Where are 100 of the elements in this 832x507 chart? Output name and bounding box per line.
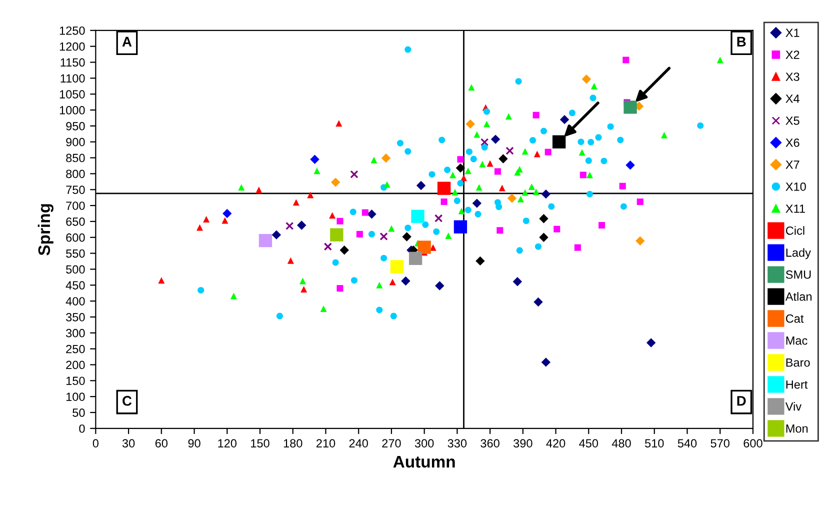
y-tick-label: 1100 <box>60 74 85 83</box>
point <box>445 232 452 240</box>
x-tick-label: 360 <box>480 439 500 448</box>
point <box>532 112 540 118</box>
point <box>496 204 502 210</box>
point <box>272 230 282 240</box>
annotation: C <box>122 396 132 406</box>
x-tick-label: 510 <box>644 439 664 448</box>
point <box>494 168 501 175</box>
point <box>350 208 356 216</box>
point <box>582 74 592 84</box>
point <box>530 137 536 144</box>
y-tick-label: 750 <box>66 186 85 194</box>
y-axis-title: Spring <box>38 204 54 256</box>
point <box>626 160 635 170</box>
point <box>507 194 517 203</box>
point <box>464 206 472 214</box>
point <box>620 203 627 210</box>
point <box>380 254 388 262</box>
x-tick-label: 600 <box>744 439 762 448</box>
legend-label: X5 <box>786 116 800 125</box>
point <box>528 183 535 190</box>
point <box>484 108 490 115</box>
point <box>516 247 523 254</box>
point <box>578 149 586 156</box>
y-tick-label: 550 <box>66 249 85 258</box>
point <box>590 94 596 102</box>
point <box>515 78 522 85</box>
point <box>390 260 404 274</box>
point <box>472 198 482 208</box>
legend-label: X6 <box>786 138 800 147</box>
point <box>588 138 594 146</box>
point <box>299 278 306 284</box>
point <box>276 312 283 320</box>
point <box>716 56 724 64</box>
point <box>554 226 560 232</box>
y-tick-label: 300 <box>66 328 85 338</box>
y-tick-label: 400 <box>66 297 85 306</box>
point <box>484 120 490 128</box>
point <box>476 184 482 191</box>
point <box>324 242 332 251</box>
x-tick-label: 120 <box>218 439 237 448</box>
point <box>381 153 391 163</box>
point <box>320 305 327 312</box>
legend-label: Mon <box>786 424 808 433</box>
point <box>444 166 451 174</box>
legend-label: Lady <box>786 248 811 260</box>
point <box>534 243 542 250</box>
legend-label: Hert <box>786 380 808 389</box>
x-tick-label: 150 <box>251 439 270 448</box>
point <box>454 220 468 234</box>
point <box>336 285 344 292</box>
point <box>396 140 404 146</box>
annotation: A <box>122 36 132 46</box>
y-tick-label: 250 <box>66 344 85 354</box>
annotation: D <box>737 396 746 406</box>
point <box>522 148 528 155</box>
point <box>586 190 593 198</box>
point <box>590 82 598 90</box>
point <box>498 154 508 164</box>
point <box>292 199 300 206</box>
point <box>598 222 606 229</box>
point <box>452 188 458 196</box>
point <box>490 134 500 144</box>
x-tick-label: 480 <box>612 439 631 448</box>
point <box>456 163 466 173</box>
point <box>522 189 528 196</box>
y-tick-label: 50 <box>72 408 85 417</box>
legend-label: X7 <box>786 160 800 169</box>
x-tick-label: 0 <box>92 439 98 448</box>
point <box>203 216 210 222</box>
legend-label: X1 <box>786 28 800 37</box>
y-tick-label: 900 <box>66 138 85 146</box>
point <box>539 214 548 224</box>
point <box>310 154 320 164</box>
point <box>438 136 446 144</box>
x-tick-label: 390 <box>514 439 532 448</box>
point <box>457 180 464 187</box>
point <box>198 286 204 294</box>
point <box>297 220 306 230</box>
point <box>314 168 320 174</box>
point <box>560 114 570 124</box>
x-tick-label: 180 <box>284 439 302 448</box>
y-tick-label: 650 <box>66 217 85 226</box>
x-tick-label: 270 <box>382 439 401 448</box>
point <box>552 135 566 148</box>
point <box>376 282 383 288</box>
point <box>428 171 436 178</box>
point <box>389 278 396 286</box>
point <box>435 281 444 290</box>
point <box>646 338 656 348</box>
point <box>476 256 485 266</box>
point <box>506 146 514 155</box>
point <box>336 120 342 127</box>
point <box>607 123 614 130</box>
x-tick-label: 420 <box>546 439 566 448</box>
point <box>230 292 237 300</box>
point <box>480 138 489 146</box>
point <box>636 236 645 246</box>
point <box>356 230 363 238</box>
